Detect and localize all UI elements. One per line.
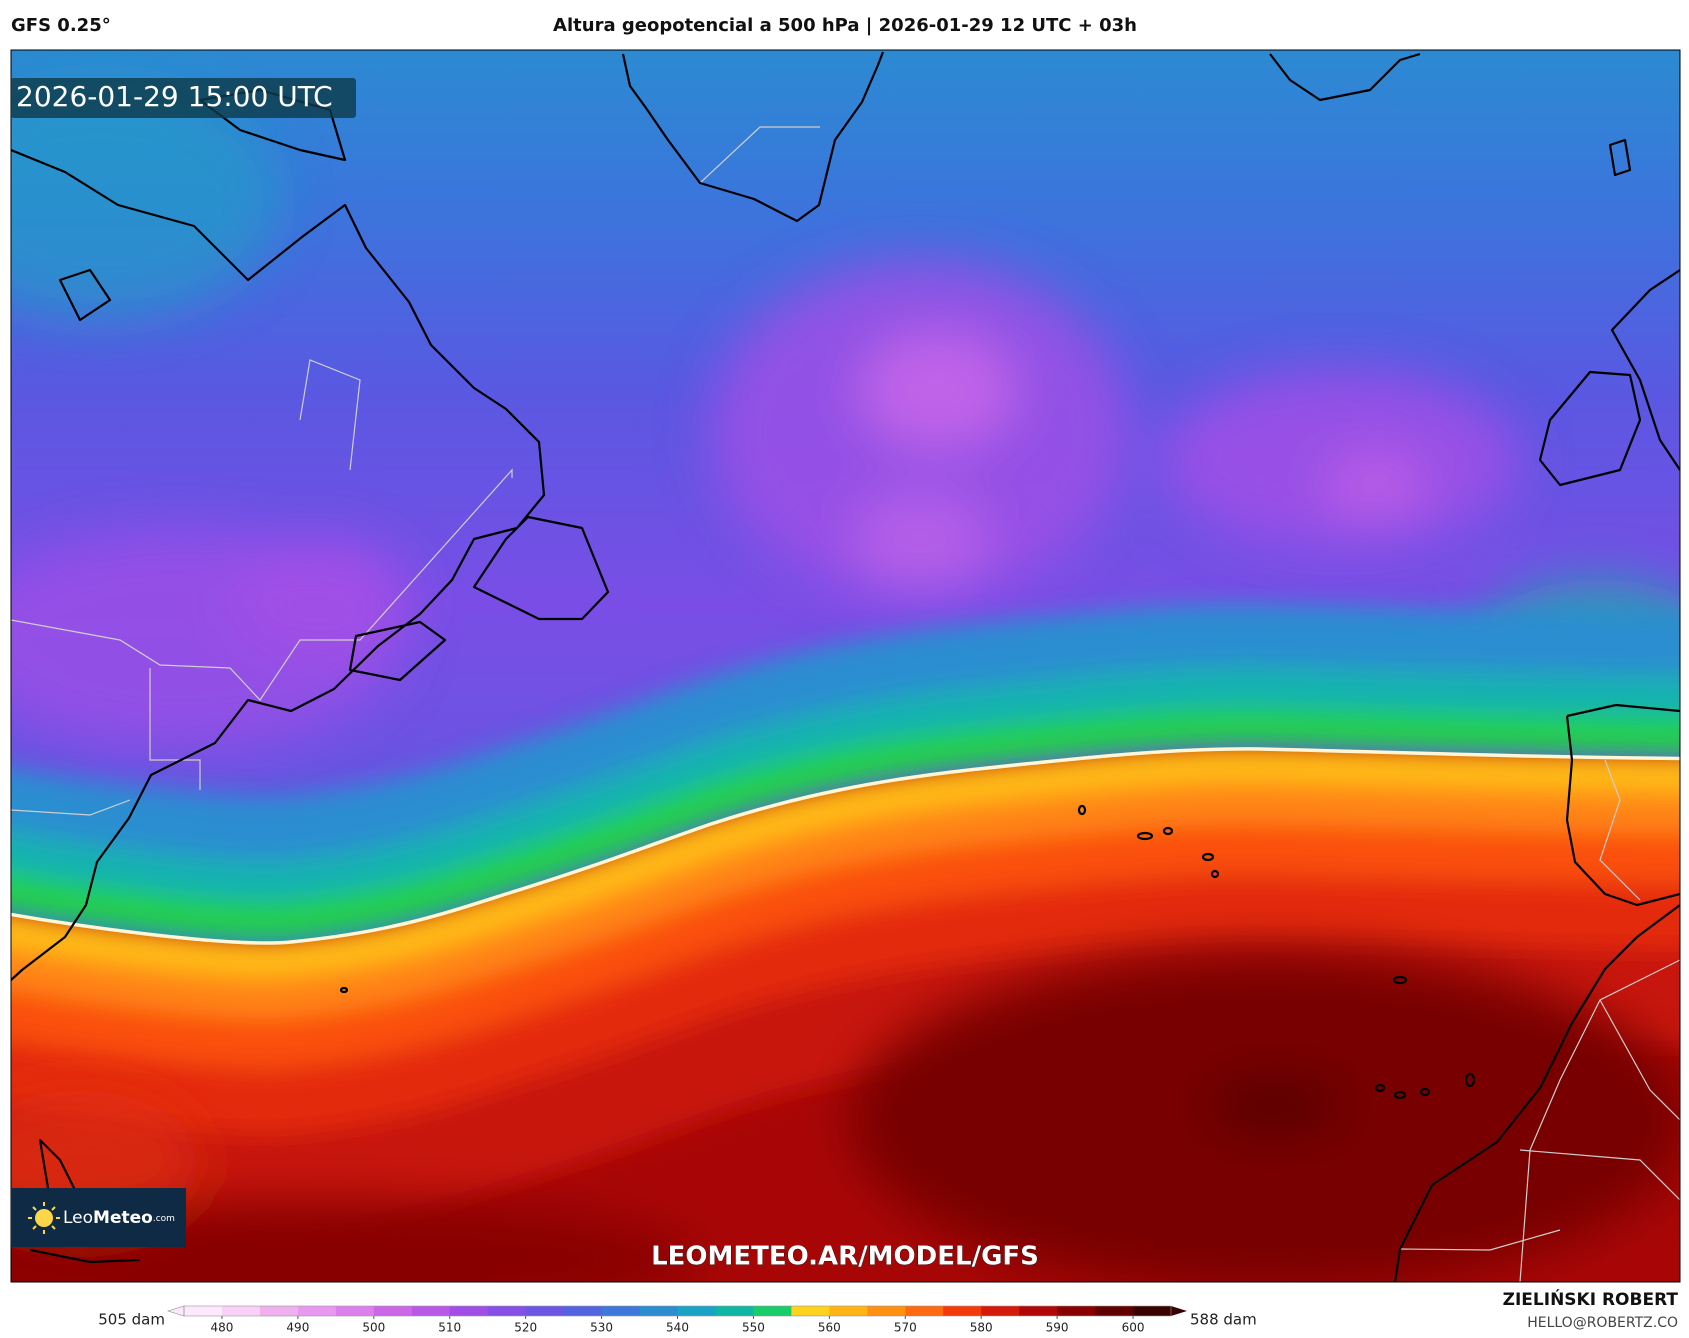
map — [11, 50, 1680, 1282]
colorbar-tick-label: 510 — [438, 1321, 461, 1335]
colorbar-tick-label: 490 — [286, 1321, 309, 1335]
borders — [11, 126, 1680, 1282]
colorbar: 480 490 500 510 520 530 540 550 560 570 580 590 600 — [166, 1305, 1187, 1335]
email: HELLO@ROBERTZ.CO — [1527, 1315, 1678, 1331]
colorbar-level — [981, 1306, 1020, 1316]
colorbar-tick-label: 560 — [818, 1321, 841, 1335]
colorbar-level — [905, 1306, 944, 1316]
colorbar-tick-label: 550 — [742, 1321, 765, 1335]
valid-time: 2026-01-29 15:00 UTC — [16, 80, 333, 113]
colorbar-extend-high — [1171, 1306, 1187, 1316]
logo-text: LeoMeteo.com — [63, 1208, 175, 1228]
colorbar-level — [1095, 1306, 1134, 1316]
colorbar-tick-label: 480 — [211, 1321, 234, 1335]
colorbar-level — [297, 1306, 337, 1316]
colorbar-min-label: 505 dam — [98, 1311, 165, 1329]
map-frame — [10, 49, 1681, 1283]
logo-brand: Meteo — [93, 1208, 153, 1228]
logo-suffix: .com — [153, 1214, 175, 1224]
colorbar-tick-label: 500 — [362, 1321, 385, 1335]
logo-prefix: Leo — [63, 1208, 93, 1228]
colorbar-level — [943, 1306, 982, 1316]
colorbar-level — [525, 1306, 565, 1316]
logo-sun — [28, 1202, 60, 1234]
colorbar-tick-label: 600 — [1122, 1321, 1145, 1335]
colorbar-max-label: 588 dam — [1190, 1311, 1257, 1329]
model-label: GFS 0.25° — [11, 15, 111, 36]
colorbar-level — [867, 1306, 906, 1316]
watermark: LEOMETEO.AR/MODEL/GFS — [651, 1242, 1039, 1272]
colorbar-tick-label: 520 — [514, 1321, 537, 1335]
colorbar-level — [677, 1306, 716, 1316]
colorbar-level — [373, 1306, 413, 1316]
colorbar-level — [563, 1306, 603, 1316]
colorbar-tick-label: 570 — [894, 1321, 917, 1335]
valid-time-box — [11, 78, 356, 118]
colorbar-level — [259, 1306, 299, 1316]
colorbar-level — [1133, 1306, 1172, 1316]
colorbar-level — [601, 1306, 641, 1316]
colorbar-level — [411, 1306, 451, 1316]
colorbar-tick-label: 530 — [590, 1321, 613, 1335]
colorbar-level — [449, 1306, 489, 1316]
colorbar-level — [639, 1306, 678, 1316]
colorbar-tick-label: 580 — [970, 1321, 993, 1335]
colorbar-level — [221, 1306, 261, 1316]
colorbar-level — [715, 1306, 754, 1316]
colorbar-level — [184, 1306, 223, 1316]
colorbar-tick-label: 540 — [666, 1321, 689, 1335]
colorbar-level — [791, 1306, 830, 1316]
colorbar-level — [829, 1306, 868, 1316]
colorbar-level — [487, 1306, 527, 1316]
colorbar-level — [1057, 1306, 1096, 1316]
colorbar-level — [753, 1306, 792, 1316]
colorbar-level — [1019, 1306, 1058, 1316]
author: ZIELIŃSKI ROBERT — [1503, 1288, 1679, 1310]
colorbar-extend-low — [166, 1305, 185, 1317]
map-title: Altura geopotencial a 500 hPa | 2026-01-… — [553, 15, 1137, 36]
colorbar-tick-label: 590 — [1046, 1321, 1069, 1335]
colorbar-level — [335, 1306, 375, 1316]
